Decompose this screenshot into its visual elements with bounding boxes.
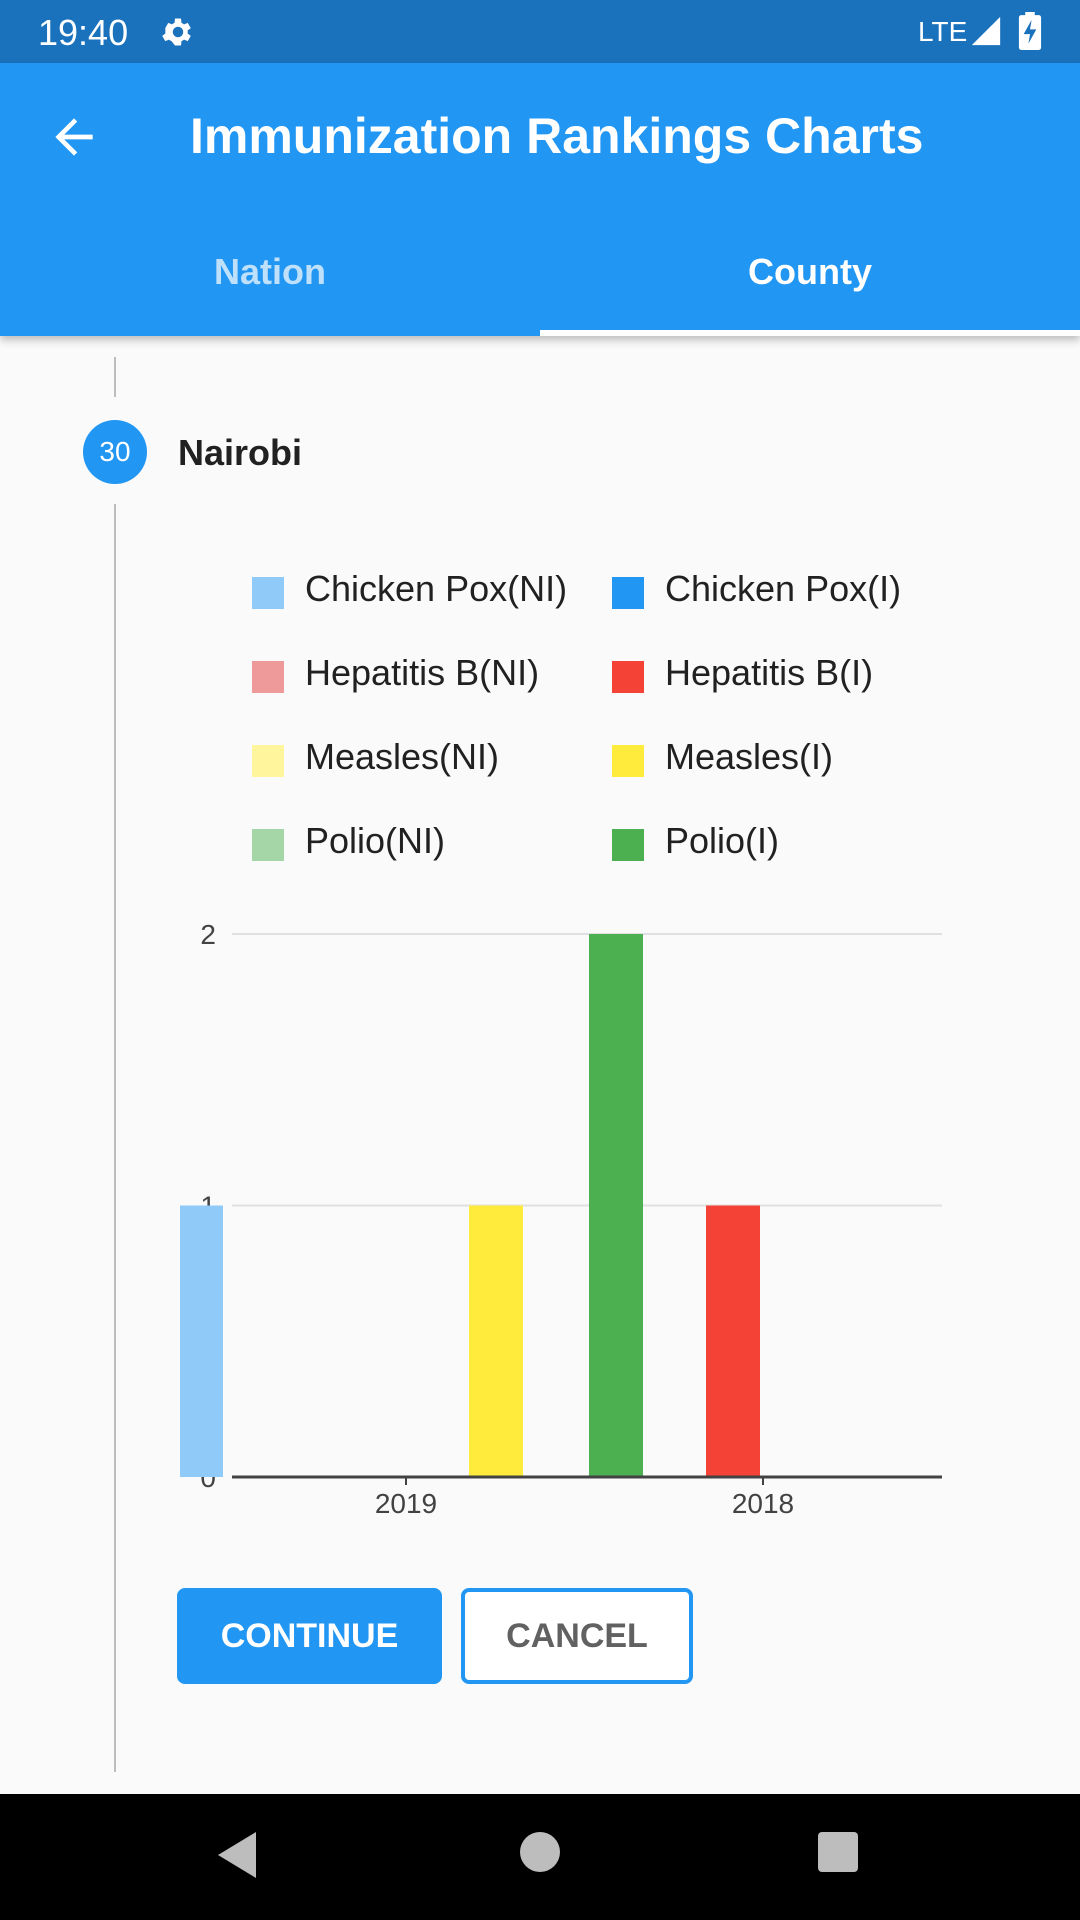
app-bar: Immunization Rankings Charts Nation Coun… (0, 63, 1080, 336)
bar (180, 1205, 223, 1477)
bar (469, 1205, 523, 1477)
system-nav-bar (0, 1794, 1080, 1920)
bar (706, 1205, 760, 1477)
legend-swatch (612, 745, 644, 777)
bar (589, 934, 643, 1477)
stepper-connector (114, 504, 116, 1772)
legend-swatch (612, 829, 644, 861)
legend-label: Chicken Pox(I) (665, 568, 902, 609)
legend-swatch (612, 661, 644, 693)
tab-nation-label: Nation (214, 251, 326, 292)
back-arrow-icon[interactable] (46, 109, 102, 165)
legend-label: Chicken Pox(NI) (305, 568, 568, 609)
legend-swatch (612, 577, 644, 609)
x-tick-label: 2018 (732, 1488, 794, 1519)
legend-swatch (252, 745, 284, 777)
network-type: LTE (918, 16, 968, 47)
continue-button[interactable]: CONTINUE (177, 1588, 442, 1684)
x-tick-label: 2019 (375, 1488, 437, 1519)
bar-chart: 01220192018 (180, 919, 942, 1519)
stepper-connector-top (114, 357, 116, 397)
tab-county[interactable]: County (540, 213, 1080, 336)
legend-label: Polio(NI) (305, 820, 446, 861)
legend-label: Hepatitis B(I) (665, 652, 874, 693)
y-tick-label: 2 (200, 919, 216, 950)
legend-label: Hepatitis B(NI) (305, 652, 540, 693)
battery-charging-icon (1018, 12, 1042, 50)
gear-icon (162, 18, 191, 46)
legend-label: Measles(I) (665, 736, 834, 777)
status-time: 19:40 (38, 12, 129, 53)
tab-nation[interactable]: Nation (0, 213, 540, 336)
tab-county-label: County (748, 251, 872, 292)
cancel-button[interactable]: CANCEL (461, 1588, 693, 1684)
legend-swatch (252, 829, 284, 861)
nav-recents-icon[interactable] (818, 1832, 858, 1872)
legend-swatch (252, 577, 284, 609)
status-bar: 19:40 LTE (0, 0, 1080, 63)
step-title[interactable]: Nairobi (178, 432, 303, 473)
nav-home-icon[interactable] (520, 1832, 560, 1872)
nav-back-icon[interactable] (216, 1830, 258, 1880)
signal-icon (971, 16, 1001, 46)
legend-swatch (252, 661, 284, 693)
tab-indicator (540, 330, 1080, 336)
step-number-badge[interactable]: 30 (83, 420, 147, 484)
legend-label: Polio(I) (665, 820, 780, 861)
page-title: Immunization Rankings Charts (190, 108, 924, 164)
legend-label: Measles(NI) (305, 736, 500, 777)
